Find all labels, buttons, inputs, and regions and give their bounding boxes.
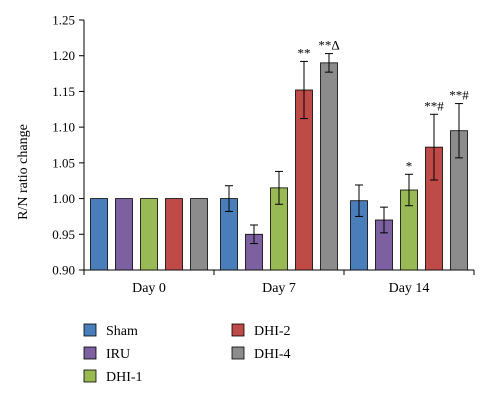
legend-label: DHI-2 (254, 324, 291, 339)
significance-label: **# (424, 98, 444, 113)
y-tick-label: 1.10 (52, 120, 75, 135)
y-tick-label: 0.95 (52, 227, 75, 242)
x-tick-label: Day 7 (262, 281, 296, 296)
y-tick-label: 1.05 (52, 155, 75, 170)
plot-area: 0.90 0.95 1.00 1.05 1.10 1.15 1.20 1.25 Day 0 Day… (52, 13, 475, 296)
significance-label: * (406, 158, 413, 173)
bar (115, 198, 133, 271)
y-tick-label: 1.20 (52, 48, 75, 63)
bar (190, 198, 208, 271)
legend-swatch (231, 346, 245, 360)
significance-label: ** (298, 45, 311, 60)
legend-swatch (83, 323, 97, 337)
y-tick-label: 1.00 (52, 191, 75, 206)
legend-swatch (83, 369, 97, 383)
x-tick-label: Day 14 (389, 281, 430, 296)
bar (90, 198, 108, 271)
y-tick-label: 1.15 (52, 84, 75, 99)
legend-swatch (231, 323, 245, 337)
legend: Sham IRU DHI-1 DHI-2 DHI-4 (83, 323, 291, 385)
legend-label: IRU (106, 347, 130, 362)
legend-label: Sham (106, 324, 138, 339)
significance-label: **# (449, 88, 469, 103)
y-tick-label: 1.25 (52, 13, 75, 28)
bar (140, 198, 158, 271)
legend-swatch (83, 346, 97, 360)
legend-label: DHI-1 (106, 370, 143, 385)
x-tick-label: Day 0 (132, 281, 166, 296)
significance-label: **Δ (318, 38, 339, 53)
y-tick-label: 0.90 (52, 263, 75, 278)
y-axis-title: R/N ratio change (16, 124, 31, 220)
bar (165, 198, 183, 271)
legend-label: DHI-4 (254, 347, 291, 362)
bar (320, 62, 338, 271)
